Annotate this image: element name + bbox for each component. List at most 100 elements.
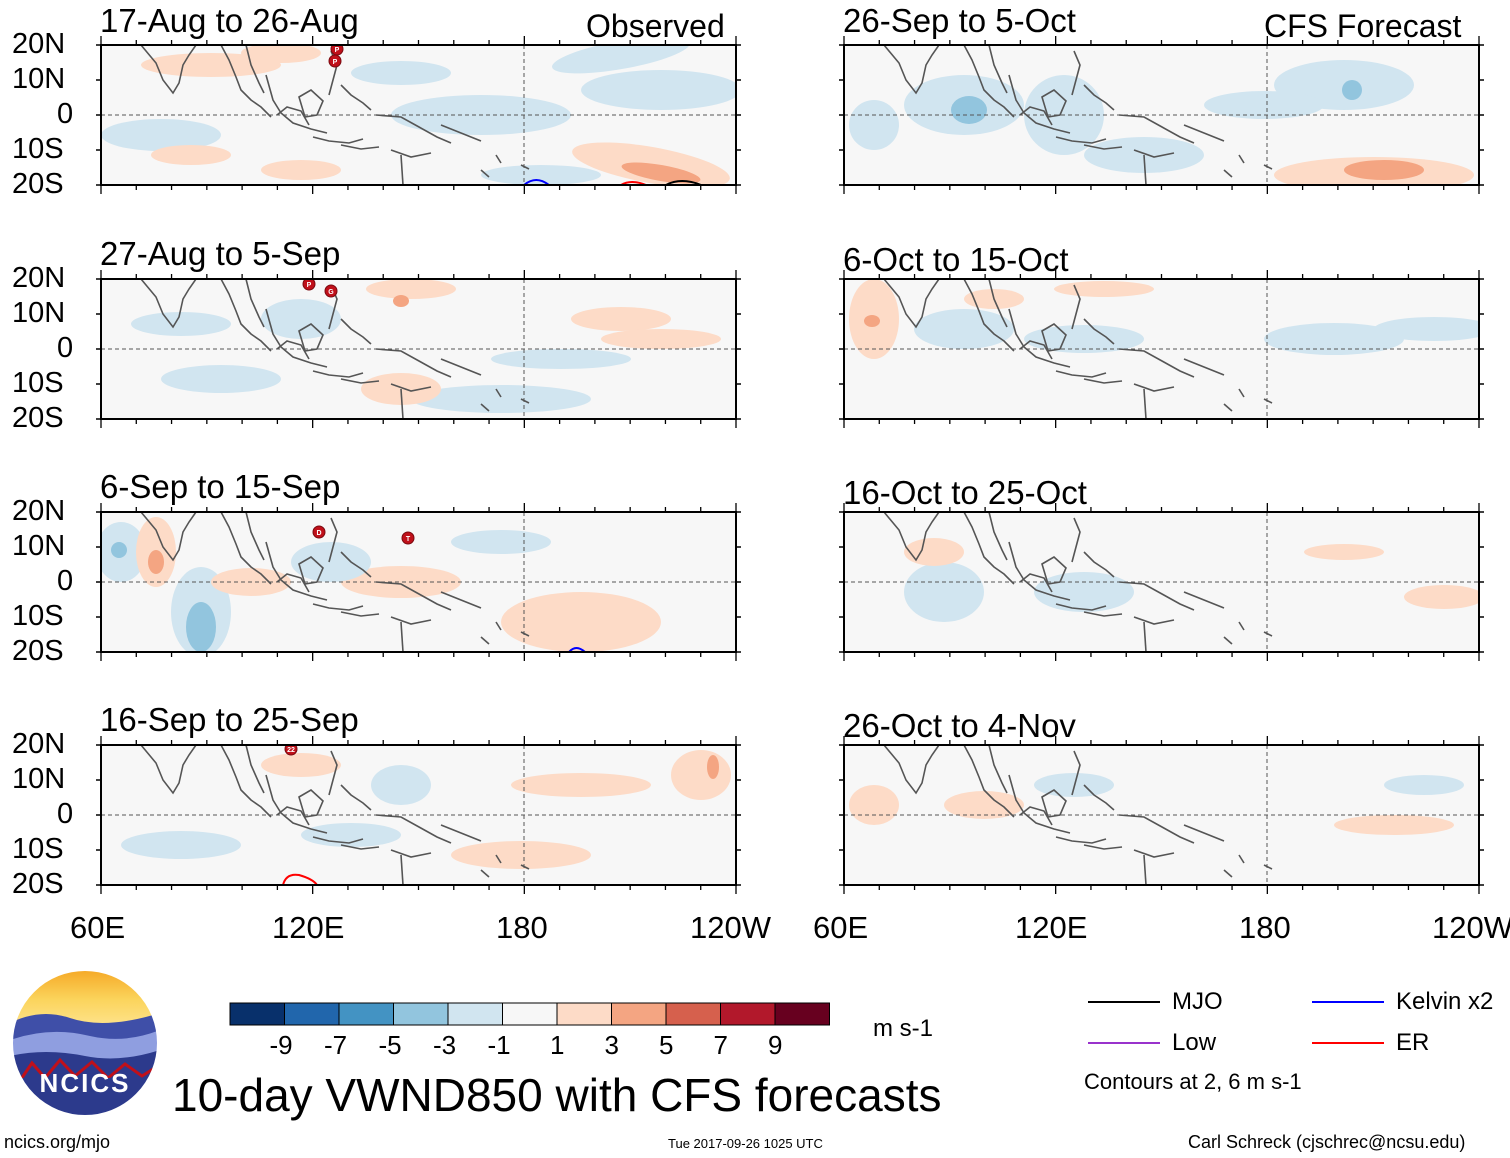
coastline: [1143, 621, 1147, 652]
panel-title-obs-2: 27-Aug to 5-Sep: [100, 235, 341, 272]
coastline: [1071, 284, 1081, 330]
coastline: [883, 279, 940, 329]
coastline: [340, 784, 372, 811]
wind-anomaly-shade: [849, 785, 899, 825]
wind-anomaly-shade: [451, 530, 551, 554]
coastline: [1118, 814, 1195, 844]
coastline: [1143, 154, 1147, 185]
coastline: [1183, 824, 1225, 842]
lat-label-10n-obs-2: 10N: [12, 297, 66, 329]
colorbar-swatch: [338, 1002, 394, 1026]
lat-label-0-obs-4: 0: [57, 798, 74, 830]
colorbar-swatch: [393, 1002, 449, 1026]
coastline: [1083, 844, 1123, 850]
lat-label-20n-obs-2: 20N: [12, 262, 66, 294]
lat-label-10s-obs-4: 10S: [12, 833, 64, 865]
colorbar-swatch: [556, 1002, 612, 1026]
coastline: [520, 631, 530, 637]
coastline: [480, 403, 490, 412]
wind-anomaly-shade: [621, 162, 701, 184]
coastline: [1143, 388, 1147, 419]
coastline: [340, 551, 372, 578]
lat-label-0-obs-2: 0: [57, 332, 74, 364]
coastline: [1055, 370, 1107, 378]
colorbar-tick-label: -7: [324, 1030, 348, 1060]
coastline: [265, 774, 328, 834]
coastline: [390, 149, 432, 158]
tropical-cyclone-marker: T: [401, 531, 415, 545]
coastline: [883, 745, 940, 795]
wind-anomaly-shade: [914, 309, 1014, 349]
wind-anomaly-shade: [1342, 80, 1362, 100]
lat-label-10n-obs-3: 10N: [12, 530, 66, 562]
timestamp: Tue 2017-09-26 1025 UTC: [668, 1136, 823, 1151]
wind-anomaly-shade: [351, 61, 451, 85]
tropical-cyclone-label: P: [333, 59, 338, 66]
wind-anomaly-shade: [1204, 91, 1324, 119]
wind-anomaly-shade: [1034, 572, 1134, 612]
lon-label-180-right: 180: [1239, 910, 1291, 945]
coastline: [276, 340, 310, 360]
coastline: [312, 603, 364, 611]
colorbar: [229, 1002, 830, 1026]
coastline: [1083, 784, 1115, 811]
website-link[interactable]: ncics.org/mjo: [4, 1132, 111, 1152]
wind-anomaly-shade: [241, 45, 321, 63]
coastline: [1223, 403, 1233, 412]
coastline: [1055, 603, 1107, 611]
lat-label-10n-obs-4: 10N: [12, 763, 66, 795]
coastline: [400, 854, 404, 885]
colorbar-swatch: [502, 1002, 558, 1026]
coastline: [1263, 864, 1273, 870]
tropical-cyclone-label: 22: [287, 747, 295, 754]
forecast-map-3: [839, 503, 1484, 661]
coastline: [1263, 164, 1273, 170]
wind-anomaly-shade: [291, 542, 371, 582]
panel-title-fc-4: 26-Oct to 4-Nov: [843, 707, 1076, 744]
coastline: [140, 45, 197, 95]
lon-label-120w-left: 120W: [690, 910, 771, 945]
coastline: [245, 45, 265, 94]
coastline: [1238, 854, 1245, 864]
coastline: [480, 169, 490, 178]
coastline: [1041, 789, 1067, 818]
coastline: [340, 844, 380, 850]
panel-title-fc-3: 16-Oct to 25-Oct: [843, 474, 1087, 511]
contours-note: Contours at 2, 6 m s-1: [1084, 1069, 1302, 1094]
lat-label-20n-obs-3: 20N: [12, 495, 66, 527]
colorbar-units: m s-1: [873, 1015, 933, 1042]
observed-map-1: PP: [96, 36, 741, 194]
coastline: [988, 45, 1008, 94]
coastline: [1083, 318, 1115, 345]
colorbar-tick-label: -9: [269, 1030, 293, 1060]
panel-title-obs-4: 16-Sep to 25-Sep: [100, 701, 359, 738]
lat-label-20n-obs-4: 20N: [12, 728, 66, 760]
wind-anomaly-shade: [601, 329, 721, 349]
panel-title-obs-3: 6-Sep to 15-Sep: [100, 468, 341, 505]
coastline: [883, 512, 940, 562]
wind-anomaly-shade: [131, 312, 231, 336]
coastline: [340, 378, 380, 384]
coastline: [340, 84, 372, 111]
coastline: [340, 318, 372, 345]
coastline: [520, 864, 530, 870]
coastline: [1055, 836, 1107, 844]
wind-anomaly-shade: [371, 765, 431, 805]
observed-map-3: DT: [96, 503, 741, 661]
colorbar-swatch: [720, 1002, 776, 1026]
coastline: [963, 279, 1015, 352]
kelvin-contour: [568, 647, 586, 652]
wind-anomaly-shade: [261, 753, 341, 777]
lon-label-120e-left: 120E: [272, 910, 345, 945]
coastline: [276, 573, 310, 593]
coastline: [1143, 854, 1147, 885]
tropical-cyclone-label: P: [307, 282, 312, 289]
coastline: [440, 358, 482, 376]
coastline: [1008, 308, 1071, 368]
wind-anomaly-shade: [849, 100, 899, 150]
lon-label-120e-right: 120E: [1015, 910, 1088, 945]
lon-label-180-left: 180: [496, 910, 548, 945]
coastline: [883, 45, 940, 95]
logo-text: NCICS: [40, 1068, 131, 1098]
